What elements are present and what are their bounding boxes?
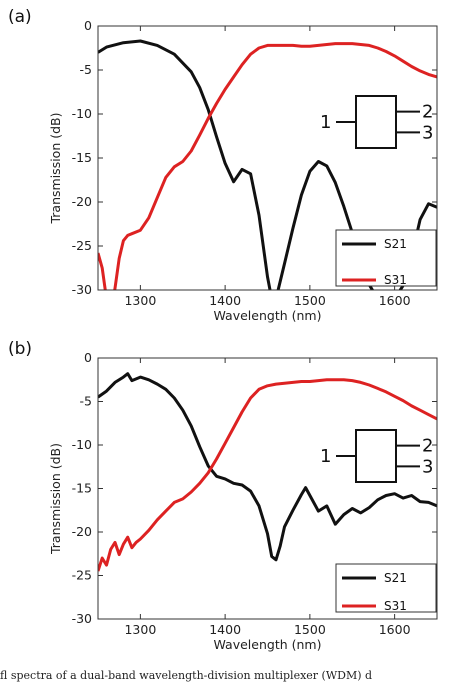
x-tick-label: 1500 bbox=[294, 622, 326, 637]
series-line-s31 bbox=[98, 42, 437, 290]
port-1-label: 1 bbox=[320, 112, 331, 133]
port-3-label: 3 bbox=[422, 456, 433, 477]
y-tick-label: -20 bbox=[72, 194, 92, 209]
y-tick-label: -30 bbox=[72, 282, 92, 297]
legend-label-s31: S31 bbox=[384, 599, 407, 613]
x-tick-label: 1600 bbox=[379, 293, 411, 308]
y-tick-label: -25 bbox=[72, 568, 92, 583]
y-axis-label: Transmission (dB) bbox=[48, 443, 63, 555]
port-2-label: 2 bbox=[422, 436, 433, 457]
legend-box bbox=[335, 229, 437, 287]
y-axis-label: Transmission (dB) bbox=[48, 113, 63, 225]
y-tick-label: -5 bbox=[80, 62, 92, 77]
series-line-s21 bbox=[98, 39, 437, 290]
y-tick-label: -10 bbox=[72, 106, 92, 121]
y-tick-label: -20 bbox=[72, 524, 92, 539]
x-axis-label: Wavelength (nm) bbox=[214, 308, 322, 323]
series-line-s21 bbox=[98, 372, 437, 562]
y-tick-label: -15 bbox=[72, 481, 92, 496]
device-box bbox=[355, 95, 397, 149]
y-tick-label: -25 bbox=[72, 238, 92, 253]
x-tick-label: 1400 bbox=[209, 622, 241, 637]
legend-box bbox=[335, 563, 437, 613]
series-line-s31 bbox=[98, 378, 437, 572]
x-axis-label: Wavelength (nm) bbox=[214, 637, 322, 652]
figure-caption: fl spectra of a dual-band wavelength-div… bbox=[0, 669, 373, 682]
y-tick-label: -15 bbox=[72, 150, 92, 165]
chart-panel-b: (b) 0 -5 -10 -15 -20 -25 -30 1300 1400 1500 1600 Wav… bbox=[8, 339, 438, 652]
chart-panel-a: (a) 0 -5 -10 -15 -20 -25 -30 1300 1400 1500 1600 Wav… bbox=[8, 7, 438, 323]
legend-label-s21: S21 bbox=[384, 237, 407, 251]
x-tick-label: 1400 bbox=[209, 293, 241, 308]
port-3-label: 3 bbox=[422, 122, 433, 143]
y-tick-label: 0 bbox=[84, 350, 92, 365]
panel-label: (a) bbox=[8, 7, 32, 27]
panel-label: (b) bbox=[8, 339, 32, 359]
x-tick-label: 1500 bbox=[294, 293, 326, 308]
port-2-label: 2 bbox=[422, 102, 433, 123]
device-box bbox=[355, 429, 397, 483]
x-tick-label: 1300 bbox=[124, 293, 156, 308]
legend-label-s21: S21 bbox=[384, 571, 407, 585]
y-tick-label: 0 bbox=[84, 18, 92, 33]
legend-label-s31: S31 bbox=[384, 273, 407, 287]
x-tick-label: 1300 bbox=[124, 622, 156, 637]
port-1-label: 1 bbox=[320, 446, 331, 467]
y-tick-label: -30 bbox=[72, 611, 92, 626]
x-tick-label: 1600 bbox=[379, 622, 411, 637]
y-tick-label: -10 bbox=[72, 437, 92, 452]
y-tick-label: -5 bbox=[80, 394, 92, 409]
